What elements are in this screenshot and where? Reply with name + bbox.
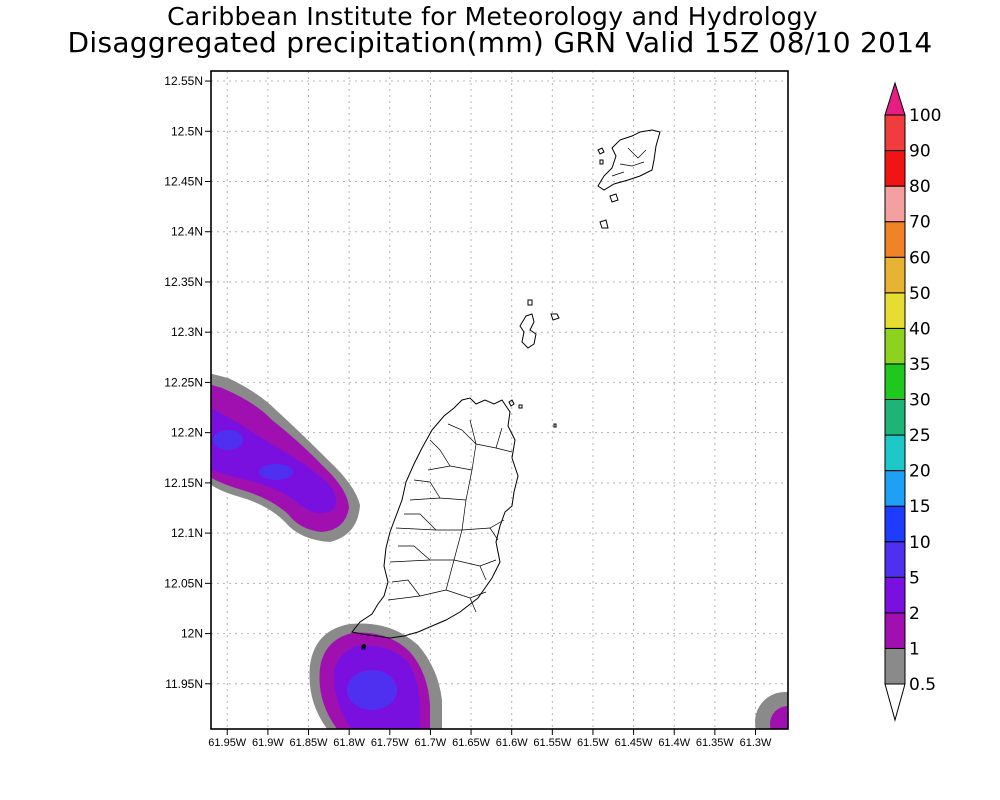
x-tick-label: 61.3W bbox=[740, 737, 772, 749]
colorbar-label: 60 bbox=[909, 248, 931, 268]
colorbar-label: 15 bbox=[909, 497, 931, 517]
colorbar-label: 20 bbox=[909, 462, 931, 482]
y-tick-label: 12.15N bbox=[164, 476, 203, 490]
islet-caille bbox=[527, 299, 560, 321]
colorbar-box bbox=[884, 256, 906, 294]
x-tick-label: 61.6W bbox=[496, 737, 528, 749]
colorbar-label: 35 bbox=[909, 355, 931, 375]
x-axis: 61.95W 61.9W 61.85W 61.8W 61.75W 61.7W 61.65W 6… bbox=[208, 729, 772, 749]
y-tick-label: 12.35N bbox=[164, 275, 203, 289]
colorbar-box bbox=[884, 221, 906, 258]
colorbar-label: 0.5 bbox=[909, 675, 936, 695]
colorbar-box bbox=[884, 292, 906, 329]
precip-area-se-purple bbox=[770, 706, 788, 729]
x-tick-label: 61.4W bbox=[658, 737, 690, 749]
y-tick-label: 12.4N bbox=[171, 225, 203, 239]
islet-grenada-e bbox=[553, 423, 557, 428]
colorbar-box bbox=[884, 327, 906, 365]
y-tick-label: 12.45N bbox=[164, 175, 203, 189]
precip-core-nw-2 bbox=[259, 464, 293, 480]
colorbar-top-triangle bbox=[884, 81, 906, 116]
colorbar-label: 90 bbox=[909, 142, 931, 162]
islet-ronde bbox=[519, 313, 537, 349]
y-tick-label: 12.55N bbox=[164, 74, 203, 88]
carriacou-coastline bbox=[597, 129, 661, 191]
x-tick-label: 61.55W bbox=[533, 737, 572, 749]
y-tick-label: 11.95N bbox=[165, 677, 203, 691]
x-tick-label: 61.7W bbox=[415, 737, 447, 749]
x-tick-label: 61.8W bbox=[333, 737, 365, 749]
islet-petite-martinique bbox=[597, 147, 605, 165]
colorbar-label: 1 bbox=[909, 639, 920, 659]
colorbar-label: 30 bbox=[909, 391, 931, 411]
y-tick-label: 12.05N bbox=[164, 576, 203, 590]
y-tick-label: 12N bbox=[181, 627, 203, 641]
colorbar-box bbox=[884, 434, 906, 472]
y-tick-label: 12.2N bbox=[171, 426, 203, 440]
x-tick-label: 61.5W bbox=[577, 737, 609, 749]
precip-shading bbox=[211, 373, 788, 729]
colorbar-label: 50 bbox=[909, 284, 931, 304]
grenada-coastline bbox=[351, 397, 519, 639]
map-title: Caribbean Institute for Meteorology and … bbox=[167, 2, 818, 31]
precip-core-nw-1 bbox=[213, 430, 243, 450]
colorbar-box bbox=[884, 363, 906, 400]
islet-grenada-ne bbox=[508, 399, 523, 409]
colorbar-box bbox=[884, 150, 906, 187]
x-tick-label: 61.65W bbox=[452, 737, 491, 749]
colorbar-label: 80 bbox=[909, 177, 931, 197]
colorbar-box bbox=[884, 185, 906, 223]
x-tick-label: 61.95W bbox=[208, 737, 247, 749]
grid-lines bbox=[211, 71, 788, 729]
precip-area-nw-violet bbox=[211, 408, 337, 514]
colorbar-box bbox=[884, 541, 906, 578]
colorbar-label: 10 bbox=[909, 533, 931, 553]
colorbar-box bbox=[884, 114, 906, 152]
colorbar-box bbox=[884, 505, 906, 543]
y-tick-label: 12.25N bbox=[164, 375, 203, 389]
x-tick-label: 61.9W bbox=[252, 737, 284, 749]
y-tick-label: 12.1N bbox=[171, 526, 203, 540]
colorbar-box bbox=[884, 470, 906, 507]
plot-frame bbox=[210, 70, 789, 730]
y-tick-label: 12.3N bbox=[171, 325, 203, 339]
grenada-internal-lines bbox=[387, 419, 513, 613]
colorbar-box bbox=[884, 576, 906, 614]
islet-saline bbox=[599, 193, 619, 229]
y-tick-label: 12.5N bbox=[171, 124, 203, 138]
carriacou-internal-lines bbox=[611, 147, 647, 177]
x-tick-label: 61.75W bbox=[371, 737, 410, 749]
precip-core-sw bbox=[347, 670, 397, 710]
map-subtitle: Disaggregated precipitation(mm) GRN Vali… bbox=[67, 26, 933, 59]
x-tick-label: 61.45W bbox=[615, 737, 654, 749]
colorbar-label: 5 bbox=[909, 568, 920, 588]
colorbar-label: 25 bbox=[909, 426, 931, 446]
colorbar-label: 70 bbox=[909, 213, 931, 233]
colorbar-box bbox=[884, 399, 906, 436]
islet-marker bbox=[362, 644, 366, 648]
coastlines bbox=[351, 129, 661, 650]
y-axis: 12.55N 12.5N 12.45N 12.4N 12.35N 12.3N 12.25N 1… bbox=[164, 74, 211, 691]
x-tick-label: 61.85W bbox=[290, 737, 329, 749]
colorbar-label: 40 bbox=[909, 319, 931, 339]
colorbar-label: 2 bbox=[909, 604, 920, 624]
x-tick-label: 61.35W bbox=[696, 737, 735, 749]
colorbar-bottom-triangle bbox=[884, 683, 906, 722]
colorbar-label: 100 bbox=[909, 106, 941, 126]
colorbar-box bbox=[884, 647, 906, 685]
plot-background bbox=[211, 71, 788, 729]
colorbar-box bbox=[884, 612, 906, 649]
